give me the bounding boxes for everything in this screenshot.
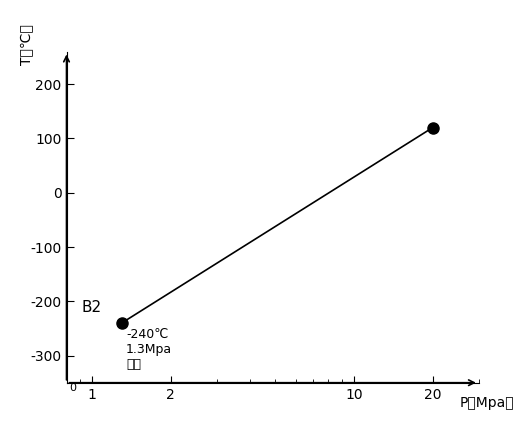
X-axis label: P（Mpa）: P（Mpa） — [460, 396, 514, 410]
Point — [428, 124, 437, 131]
Text: B2: B2 — [82, 300, 102, 315]
Y-axis label: T（℃）: T（℃） — [20, 25, 34, 65]
Text: 0: 0 — [69, 383, 76, 393]
Point — [118, 319, 126, 326]
Text: -240℃
1.3Mpa
放氢: -240℃ 1.3Mpa 放氢 — [126, 329, 172, 372]
